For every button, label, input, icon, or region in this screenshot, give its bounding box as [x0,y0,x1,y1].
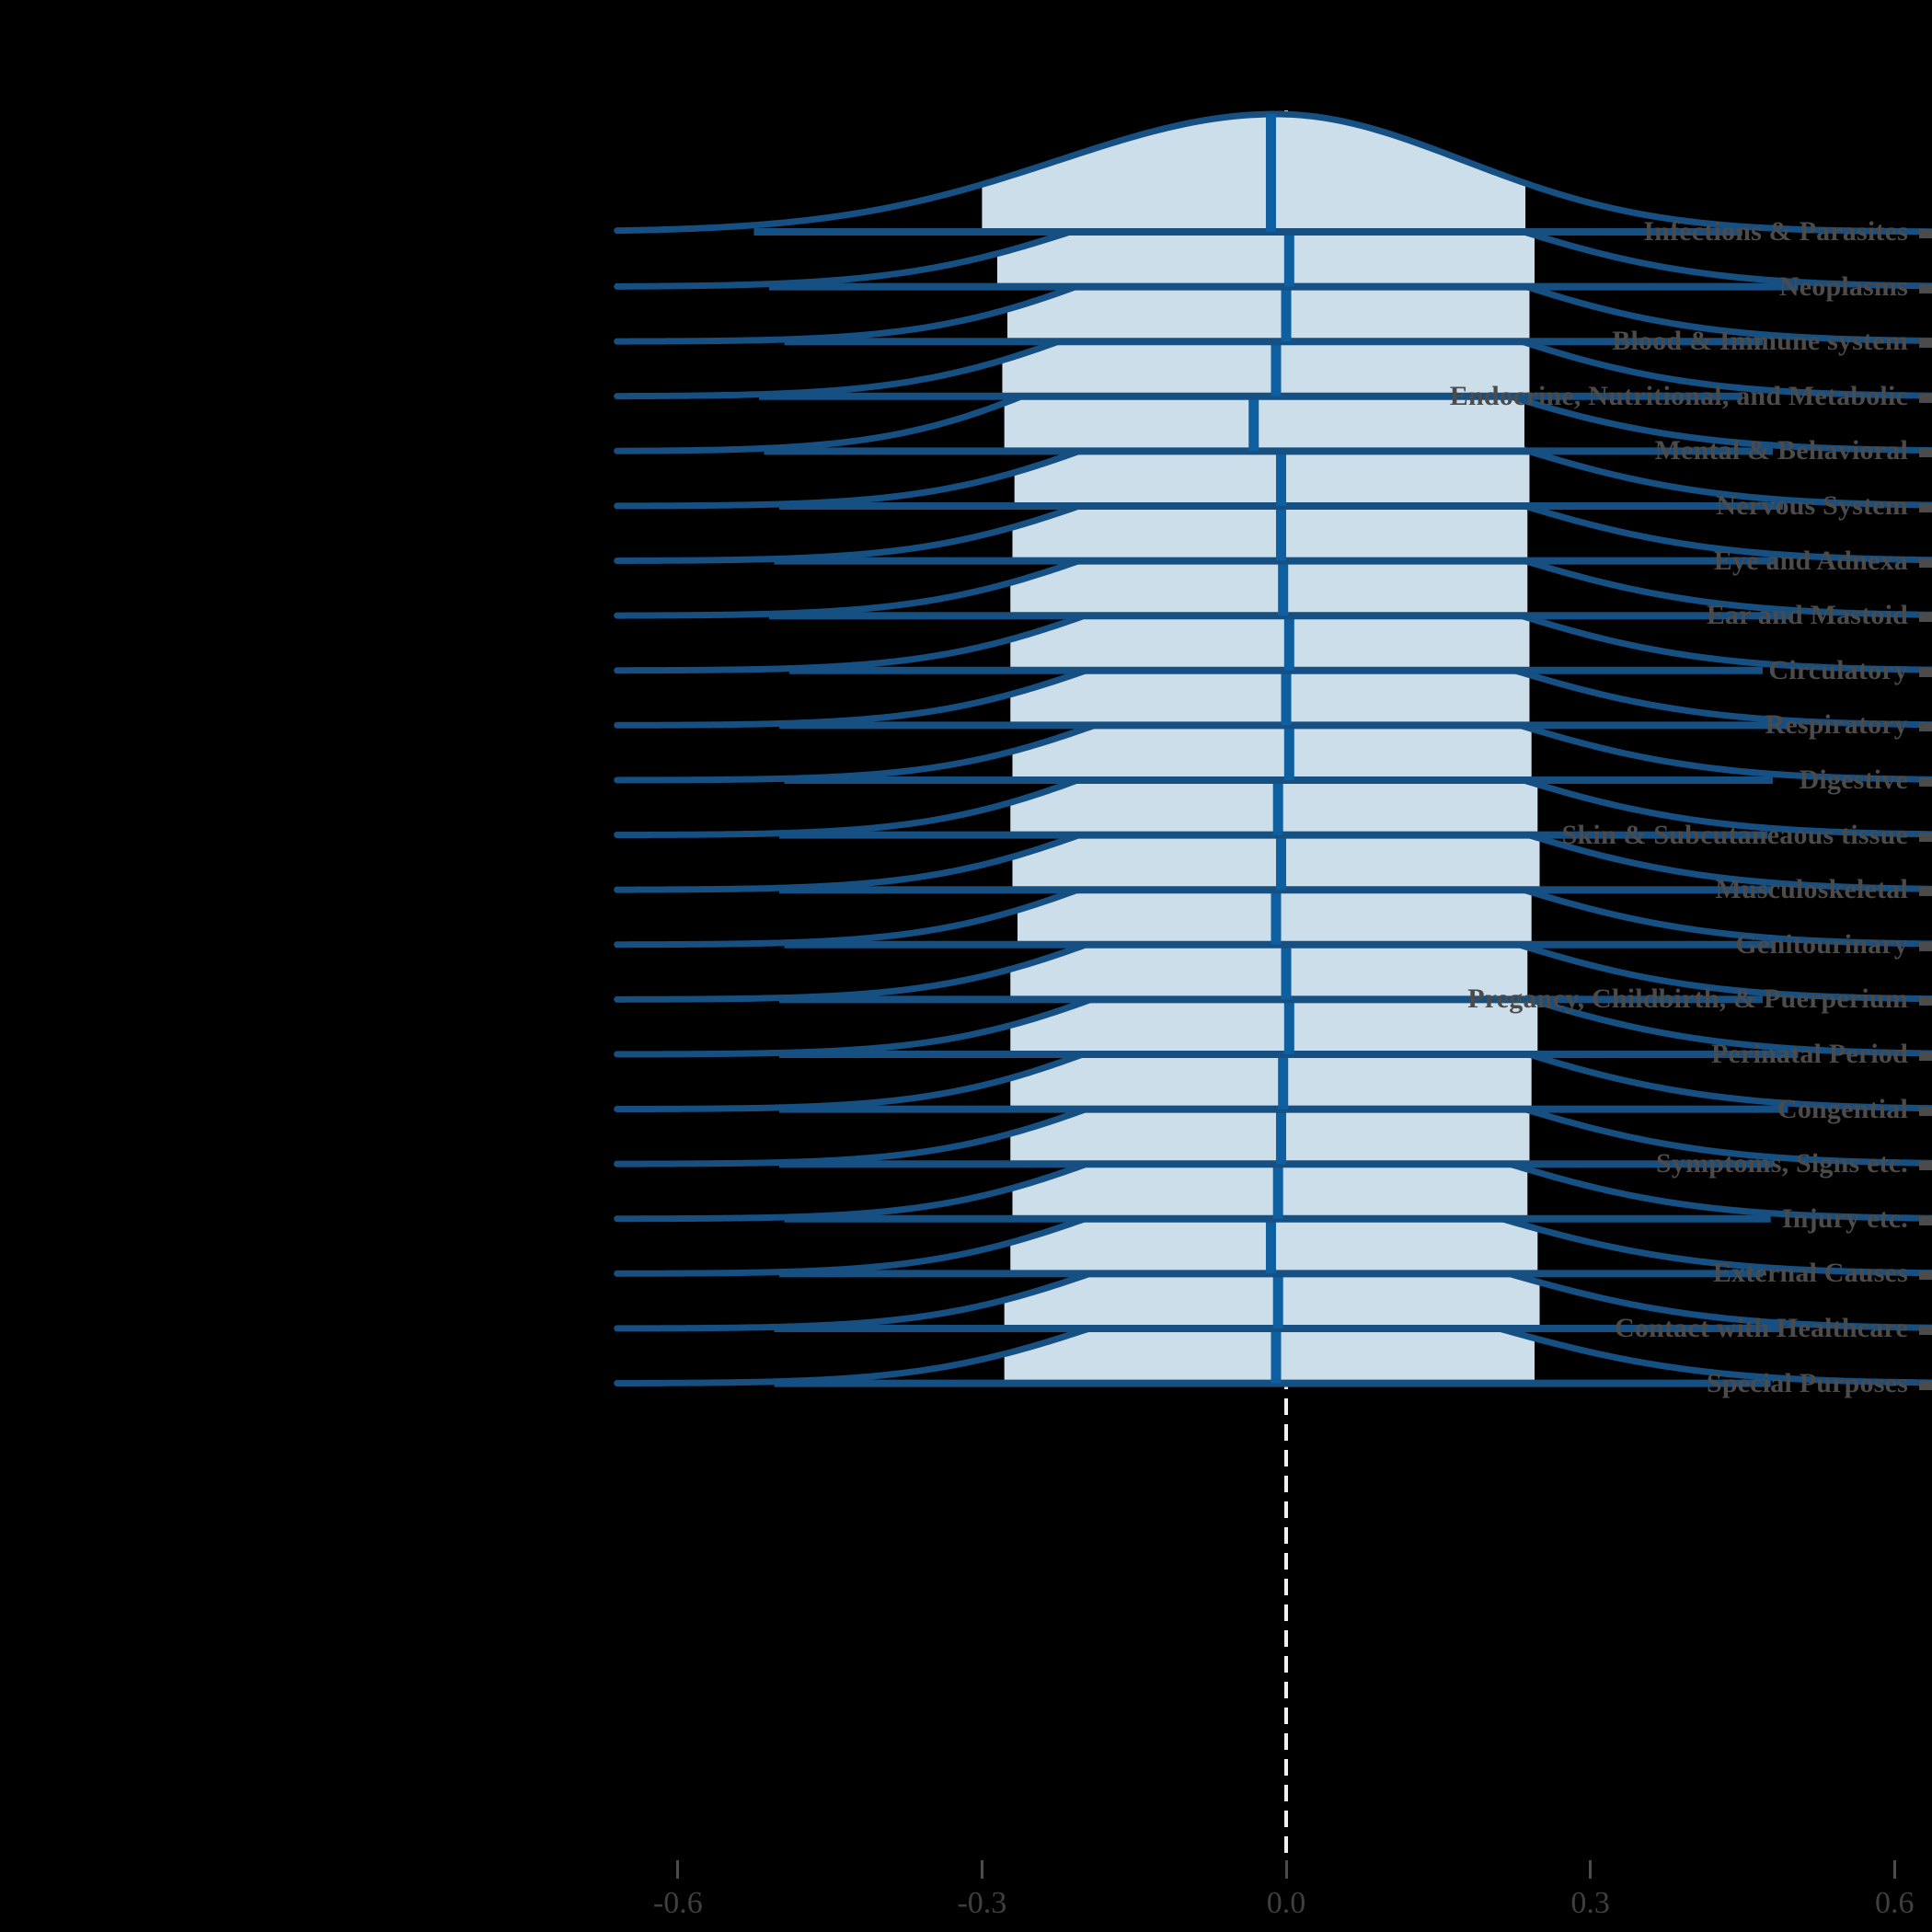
category-label-text: Nervous System [1716,490,1908,521]
category-label-text: Neoplasms [1778,270,1908,302]
x-tick-mark-1 [980,1860,983,1879]
category-label-13: Genitourinary [1421,929,1932,960]
category-label-text: Blood & Immune system [1612,326,1908,357]
y-tick-mark [1919,996,1932,1006]
category-label-text: Circulatory [1768,654,1908,685]
y-tick-mark [1919,1271,1932,1281]
y-tick-mark [1919,722,1932,732]
y-tick-mark [1919,1380,1932,1390]
y-tick-mark [1919,229,1932,238]
y-tick-mark [1919,887,1932,897]
y-tick-mark [1919,339,1932,349]
category-label-text: Perinatal Period [1711,1039,1908,1069]
category-label-8: Circulatory [1421,655,1932,686]
y-tick-mark [1919,393,1932,403]
x-tick-mark-4 [1892,1860,1896,1879]
category-label-1: Neoplasms [1421,271,1932,303]
x-tick-mark-3 [1589,1860,1593,1879]
x-tick-label-0: -0.6 [652,1886,703,1920]
category-label-6: Eye and Adnexa [1421,546,1932,577]
category-label-17: Symptoms, Signs etc. [1421,1148,1932,1179]
y-tick-mark [1919,1106,1932,1116]
y-tick-mark [1919,448,1932,458]
category-label-text: Respiratory [1765,709,1908,741]
category-label-text: Congential [1777,1093,1908,1124]
y-tick-mark [1919,1161,1932,1171]
category-label-11: Skin & Subcutaneaous tissue [1421,820,1932,851]
category-label-7: Ear and Mastoid [1421,600,1932,631]
category-label-text: Special Purposes [1706,1367,1908,1398]
category-label-14: Pregancy, Childbirth, & Puerperium [1421,983,1932,1015]
category-label-text: Infections & Parasites [1643,216,1908,247]
y-tick-mark [1919,1326,1932,1335]
category-label-text: Skin & Subcutaneaous tissue [1561,819,1908,850]
category-label-0: Infections & Parasites [1421,216,1932,247]
category-label-9: Respiratory [1421,709,1932,741]
category-label-text: Genitourinary [1735,928,1908,960]
category-label-text: Endocrine, Nutritional, and Metabolic [1449,380,1908,411]
y-tick-mark [1919,1215,1932,1225]
category-label-5: Nervous System [1421,490,1932,522]
y-tick-mark [1919,1052,1932,1061]
category-label-15: Perinatal Period [1421,1039,1932,1070]
category-label-3: Endocrine, Nutritional, and Metabolic [1421,381,1932,412]
x-tick-mark-2 [1284,1860,1288,1879]
category-label-text: External Causes [1712,1258,1908,1289]
y-tick-mark [1919,667,1932,677]
category-label-16: Congential [1421,1094,1932,1125]
category-label-2: Blood & Immune system [1421,326,1932,357]
category-label-18: Injury etc. [1421,1203,1932,1235]
category-label-text: Eye and Adnexa [1713,545,1908,576]
y-tick-mark [1919,777,1932,787]
x-tick-label-2: 0.0 [1266,1886,1306,1920]
category-label-text: Musculoskeletal [1715,874,1908,905]
category-label-text: Contact with Healthcare [1615,1313,1908,1343]
x-tick-label-4: 0.6 [1874,1886,1915,1920]
category-label-text: Injury etc. [1781,1202,1908,1234]
x-tick-label-1: -0.3 [957,1886,1007,1920]
x-tick-mark-0 [676,1860,680,1879]
category-label-text: Ear and Mastoid [1706,600,1908,631]
y-tick-mark [1919,941,1932,951]
category-label-text: Pregancy, Childbirth, & Puerperium [1467,983,1908,1015]
x-tick-label-3: 0.3 [1570,1886,1610,1920]
category-label-12: Musculoskeletal [1421,874,1932,905]
density-outline [614,110,1932,236]
category-label-text: Mental & Behavioral [1654,435,1908,466]
y-tick-mark [1919,832,1932,842]
y-tick-mark [1919,283,1932,293]
category-label-10: Digestive [1421,765,1932,796]
category-label-20: Contact with Healthcare [1421,1313,1932,1344]
category-label-19: External Causes [1421,1258,1932,1289]
category-label-text: Digestive [1799,765,1908,795]
y-tick-mark [1919,613,1932,623]
category-label-text: Symptoms, Signs etc. [1655,1148,1908,1179]
y-tick-mark [1919,558,1932,568]
category-label-21: Special Purposes [1421,1368,1932,1399]
y-tick-mark [1919,503,1932,512]
category-label-4: Mental & Behavioral [1421,435,1932,466]
